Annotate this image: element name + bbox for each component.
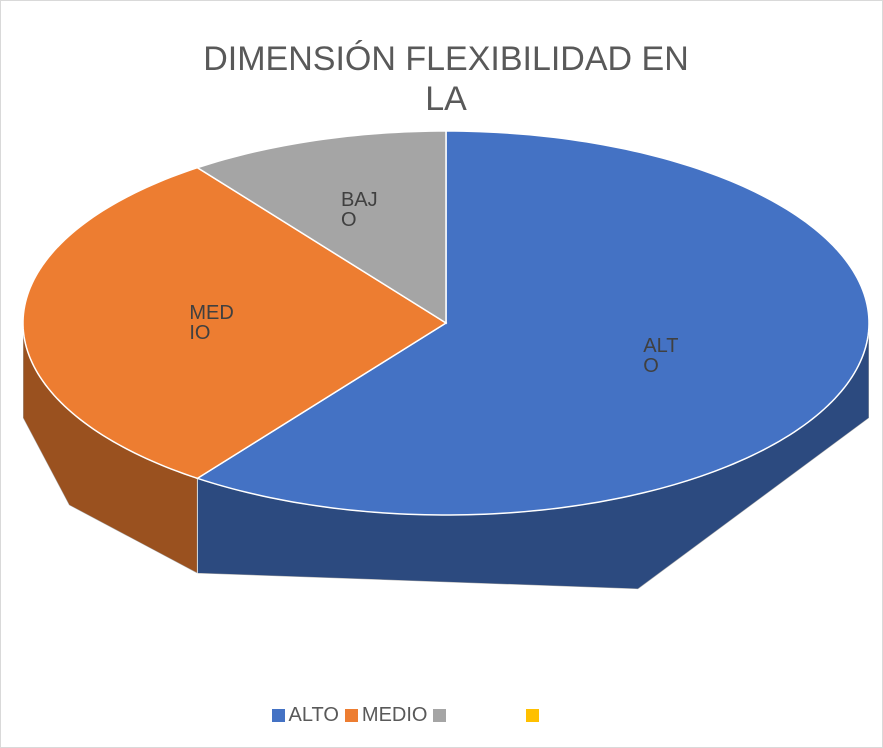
data-label: BAJO	[340, 188, 378, 231]
legend-swatch	[344, 709, 358, 722]
legend-swatch	[526, 709, 540, 722]
chart-title: DIMENSIÓN FLEXIBILIDAD EN LA	[203, 40, 689, 118]
slice	[195, 130, 447, 325]
legend-item: MEDIO	[344, 704, 428, 727]
slice-side-shade	[23, 323, 198, 574]
legend-item: ALTO	[271, 704, 339, 727]
data-label: MEDIO	[189, 302, 234, 344]
legend-label: MEDIO	[361, 704, 428, 726]
slice-side-shade	[197, 323, 869, 590]
legend-label: ALTO	[288, 704, 339, 726]
legend-item	[433, 709, 520, 722]
slice	[22, 166, 448, 480]
slice	[195, 130, 870, 516]
legend-item	[526, 709, 613, 722]
legend-swatch	[271, 709, 285, 722]
legend-swatch	[433, 709, 447, 722]
legend: ALTO MEDIO	[1, 704, 883, 727]
data-label: ALTO	[643, 334, 679, 377]
